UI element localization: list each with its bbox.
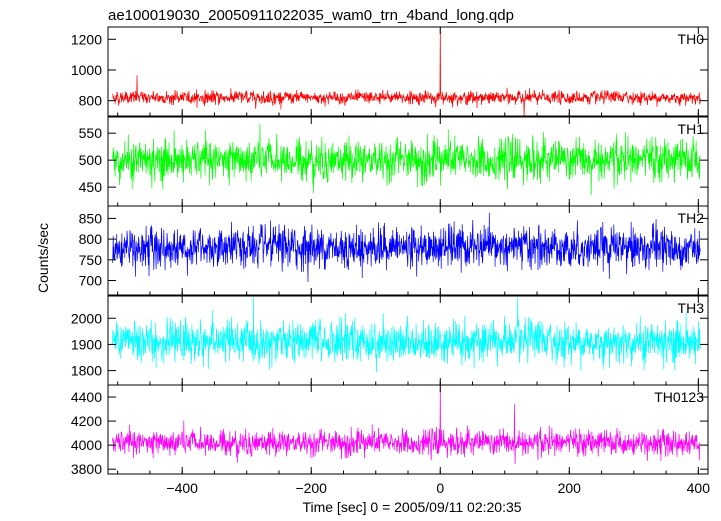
y-tick-label: 850 — [79, 210, 103, 226]
x-axis-label: Time [sec] 0 = 2005/09/11 02:20:35 — [302, 499, 521, 515]
panel-label: TH1 — [678, 121, 705, 137]
x-tick-label: 0 — [436, 480, 444, 496]
panels-group: 800 1000 1200 TH0 450 500 550 TH1 700 750 800 850 TH… — [71, 26, 711, 496]
chart-title: ae100019030_20050911022035_wam0_trn_4ban… — [108, 7, 514, 24]
y-tick-label: 1900 — [71, 336, 102, 352]
y-tick-label: 500 — [79, 152, 103, 168]
series-line-th0 — [112, 27, 701, 116]
panel-label: TH3 — [678, 300, 705, 316]
y-tick-label: 1200 — [71, 31, 102, 47]
series-line-th2 — [112, 212, 701, 283]
y-tick-label: 750 — [79, 252, 103, 268]
x-tick-label: −400 — [166, 480, 198, 496]
panel-frame — [107, 26, 709, 117]
x-tick-label: 400 — [687, 480, 711, 496]
y-tick-label: 4000 — [71, 437, 102, 453]
y-axis-label: Counts/sec — [35, 223, 51, 293]
panel-label: TH2 — [678, 210, 705, 226]
panel-label: TH0 — [678, 31, 705, 47]
y-tick-label: 3800 — [71, 461, 102, 477]
panel-th1: 450 500 550 TH1 — [79, 116, 709, 207]
x-tick-label: 200 — [558, 480, 582, 496]
series-line-th1 — [112, 123, 701, 196]
panel-th0: 800 1000 1200 TH0 — [71, 26, 709, 117]
y-tick-label: 4200 — [71, 413, 102, 429]
y-tick-label: 800 — [79, 93, 103, 109]
y-tick-label: 550 — [79, 125, 103, 141]
series-line-th0123 — [112, 385, 701, 465]
y-tick-label: 4400 — [71, 389, 102, 405]
panel-th3: 1800 1900 2000 TH3 — [71, 295, 709, 386]
y-tick-label: 700 — [79, 273, 103, 289]
y-tick-label: 1000 — [71, 62, 102, 78]
y-tick-label: 800 — [79, 231, 103, 247]
y-tick-label: 450 — [79, 179, 103, 195]
x-tick-label: −200 — [295, 480, 327, 496]
panel-th0123: 3800 4000 4200 4400 TH0123 — [71, 384, 709, 477]
y-tick-label: 1800 — [71, 363, 102, 379]
panel-label: TH0123 — [654, 389, 704, 405]
panel-th2: 700 750 800 850 TH2 — [79, 205, 709, 296]
panel-frame — [107, 384, 709, 475]
y-tick-label: 2000 — [71, 310, 102, 326]
series-line-th3 — [112, 297, 701, 372]
